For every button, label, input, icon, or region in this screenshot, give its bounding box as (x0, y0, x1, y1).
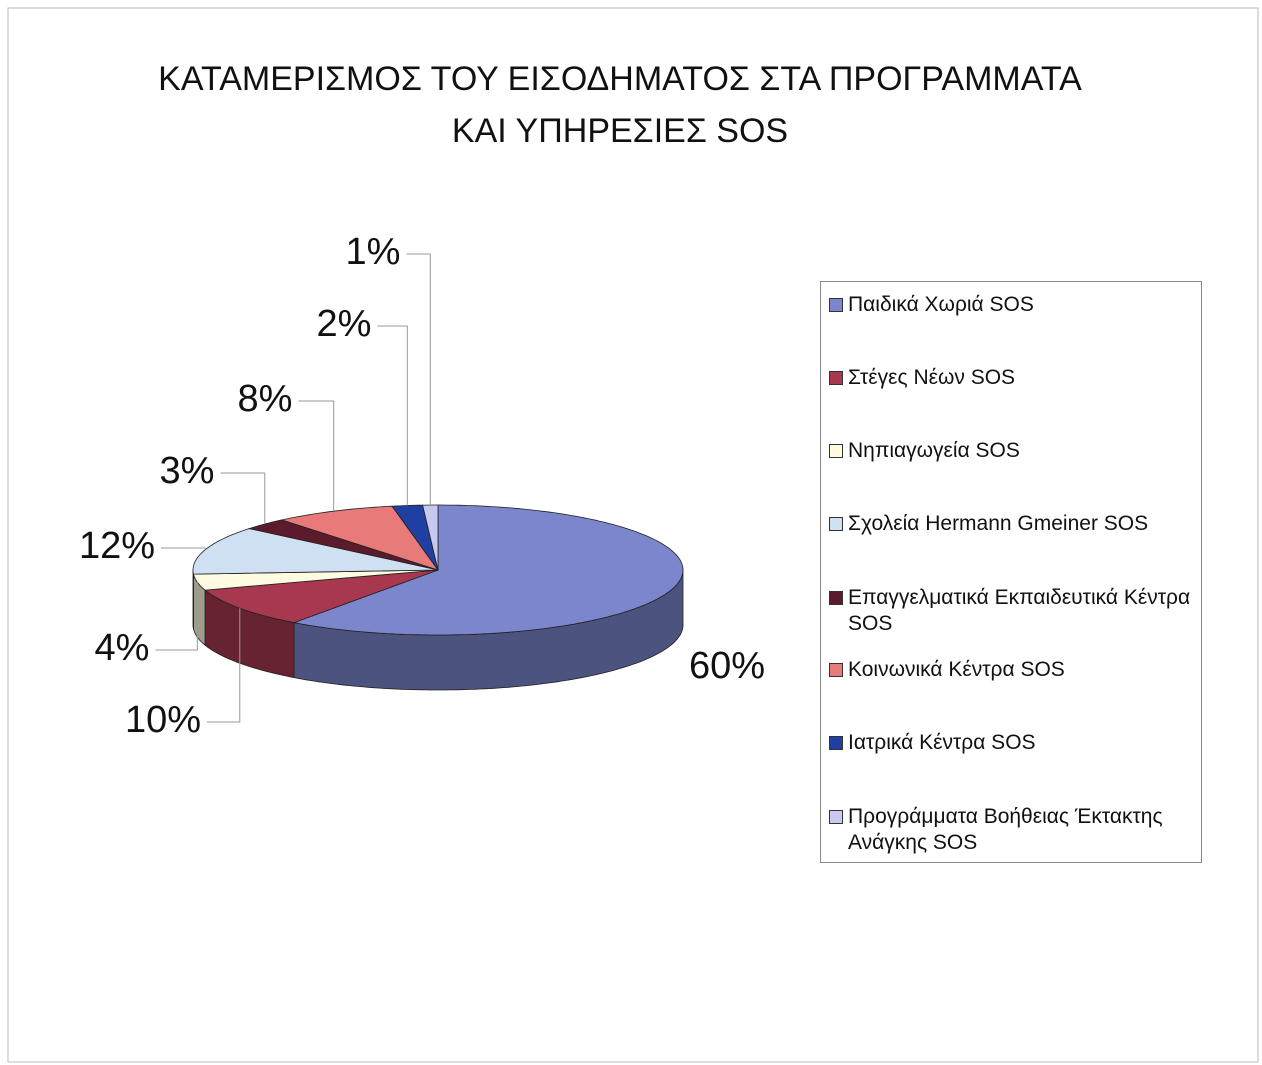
legend-entry: Προγράμματα Βοήθειας Έκτακτης Ανάγκης SO… (829, 804, 1197, 856)
legend: Παιδικά Χωριά SOS Στέγες Νέων SOS Νηπιαγωγ… (820, 281, 1202, 863)
legend-swatch (829, 810, 843, 824)
legend-entry: Κοινωνικά Κέντρα SOS (829, 657, 1197, 683)
frame (7, 7, 1259, 1063)
leader-line (298, 400, 335, 512)
legend-entry: Παιδικά Χωριά SOS (829, 292, 1197, 318)
legend-swatch (829, 591, 843, 605)
data-label: 12% (79, 525, 155, 567)
legend-label: Νηπιαγωγεία SOS (848, 439, 1020, 462)
leader-line (161, 547, 206, 550)
data-label: 2% (317, 303, 372, 345)
legend-entry: Ιατρικά Κέντρα SOS (829, 730, 1197, 756)
legend-label: Προγράμματα Βοήθειας Έκτακτης Ανάγκης SO… (848, 805, 1163, 854)
data-label: 4% (95, 627, 150, 669)
legend-entry: Στέγες Νέων SOS (829, 365, 1197, 391)
chart-title: ΚΑΙ ΥΠΗΡΕΣΙΕΣ SOS (452, 112, 788, 150)
leader-line (155, 582, 198, 651)
pie-side (192, 570, 194, 630)
legend-entry: Σχολεία Hermann Gmeiner SOS (829, 511, 1197, 537)
leader-line (220, 472, 266, 525)
leader-line (377, 325, 408, 506)
legend-label: Σχολεία Hermann Gmeiner SOS (848, 512, 1149, 535)
legend-label: Επαγγελματικά Εκπαιδευτικά Κέντρα SOS (848, 586, 1191, 635)
data-label: 10% (125, 699, 201, 741)
pie-slice (280, 505, 440, 571)
data-label: 8% (238, 378, 293, 420)
legend-label: Κοινωνικά Κέντρα SOS (848, 658, 1065, 681)
pie-slice (292, 504, 684, 636)
data-label: 60% (689, 645, 765, 687)
leader-line (406, 253, 431, 506)
legend-swatch (829, 444, 843, 458)
legend-label: Ιατρικά Κέντρα SOS (848, 731, 1036, 754)
data-label: 1% (346, 231, 401, 273)
data-label: 3% (160, 450, 215, 492)
legend-entry: Επαγγελματικά Εκπαιδευτικά Κέντρα SOS (829, 585, 1197, 637)
legend-label: Παιδικά Χωριά SOS (848, 293, 1034, 316)
legend-label: Στέγες Νέων SOS (848, 366, 1016, 389)
pie-slice (203, 569, 439, 624)
legend-swatch (829, 517, 843, 531)
chart-title: ΚΑΤΑΜΕΡΙΣΜΟΣ ΤΟΥ ΕΙΣΟΔΗΜΑΤΟΣ ΣΤΑ ΠΡΟΓΡΑΜ… (158, 60, 1082, 98)
legend-swatch (829, 736, 843, 750)
leader-line (207, 608, 241, 723)
legend-swatch (829, 663, 843, 677)
legend-swatch (829, 371, 843, 385)
legend-entry: Νηπιαγωγεία SOS (829, 438, 1197, 464)
legend-swatch (829, 298, 843, 312)
